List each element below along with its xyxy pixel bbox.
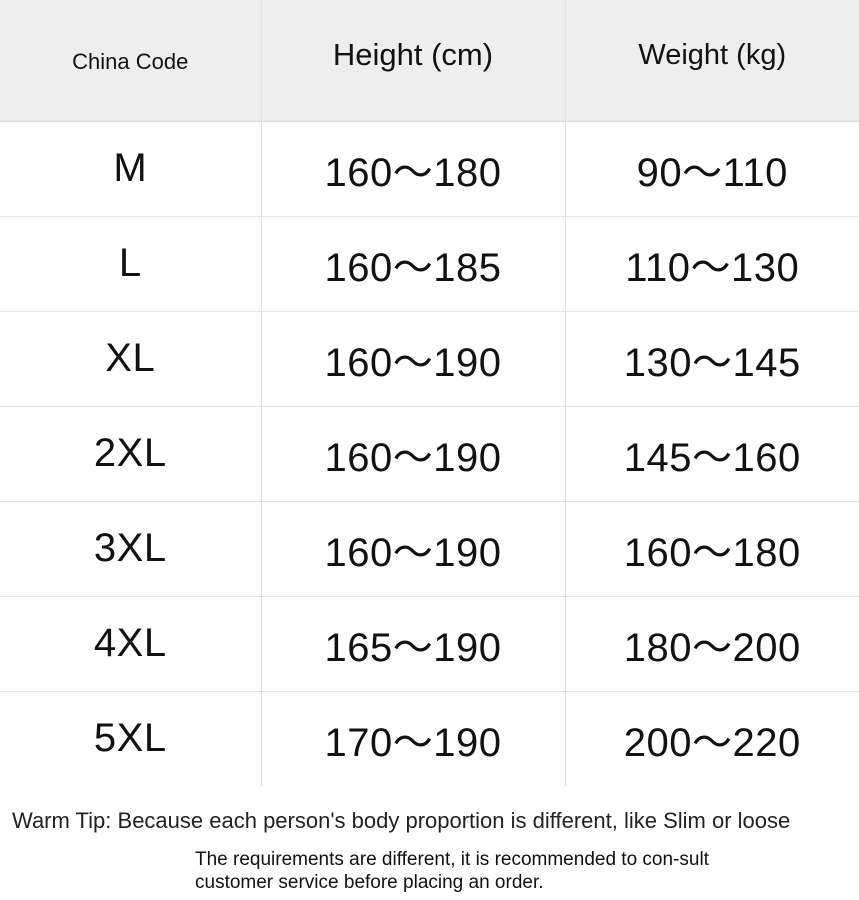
warm-tip-recommendation: The requirements are different, it is re… (195, 849, 709, 893)
weight-range-cell: 145～160 (565, 406, 859, 502)
header-weight: Weight (kg) (565, 0, 859, 122)
weight-range-cell: 110～130 (565, 216, 859, 312)
size-code-cell: L (0, 216, 262, 312)
weight-range-cell: 130～145 (565, 311, 859, 407)
height-range-cell: 160～190 (261, 501, 566, 597)
table-row: XL 160～190 130～145 (0, 311, 859, 407)
warm-tip-text: Warm Tip: Because each person's body pro… (12, 808, 791, 833)
table-row: 2XL 160～190 145～160 (0, 406, 859, 502)
weight-range-cell: 180～200 (565, 596, 859, 692)
table-row: 3XL 160～190 160～180 (0, 501, 859, 597)
size-code-cell: 5XL (0, 691, 262, 787)
height-range-cell: 165～190 (261, 596, 566, 692)
height-range-cell: 160～185 (261, 216, 566, 312)
warm-tip-section: Warm Tip: Because each person's body pro… (0, 786, 859, 900)
table-row: 4XL 165～190 180～200 (0, 596, 859, 692)
size-chart-table: China Code Height (cm) Weight (kg) M 160… (0, 0, 859, 787)
size-code-cell: 2XL (0, 406, 262, 502)
weight-range-cell: 90～110 (565, 121, 859, 217)
height-range-cell: 160～180 (261, 121, 566, 217)
weight-range-cell: 200～220 (565, 691, 859, 787)
size-code-cell: XL (0, 311, 262, 407)
size-code-cell: 3XL (0, 501, 262, 597)
weight-range-cell: 160～180 (565, 501, 859, 597)
size-code-cell: M (0, 121, 262, 217)
height-range-cell: 160～190 (261, 406, 566, 502)
table-row: 5XL 170～190 200～220 (0, 691, 859, 787)
size-chart-header: China Code Height (cm) Weight (kg) (0, 0, 859, 122)
height-range-cell: 160～190 (261, 311, 566, 407)
header-china-code: China Code (0, 0, 262, 122)
table-row: L 160～185 110～130 (0, 216, 859, 312)
size-code-cell: 4XL (0, 596, 262, 692)
header-height: Height (cm) (261, 0, 566, 122)
height-range-cell: 170～190 (261, 691, 566, 787)
header-row: China Code Height (cm) Weight (kg) (0, 0, 859, 122)
size-chart-body: M 160～180 90～110 L 160～185 110～130 XL 16… (0, 121, 859, 787)
table-row: M 160～180 90～110 (0, 121, 859, 217)
